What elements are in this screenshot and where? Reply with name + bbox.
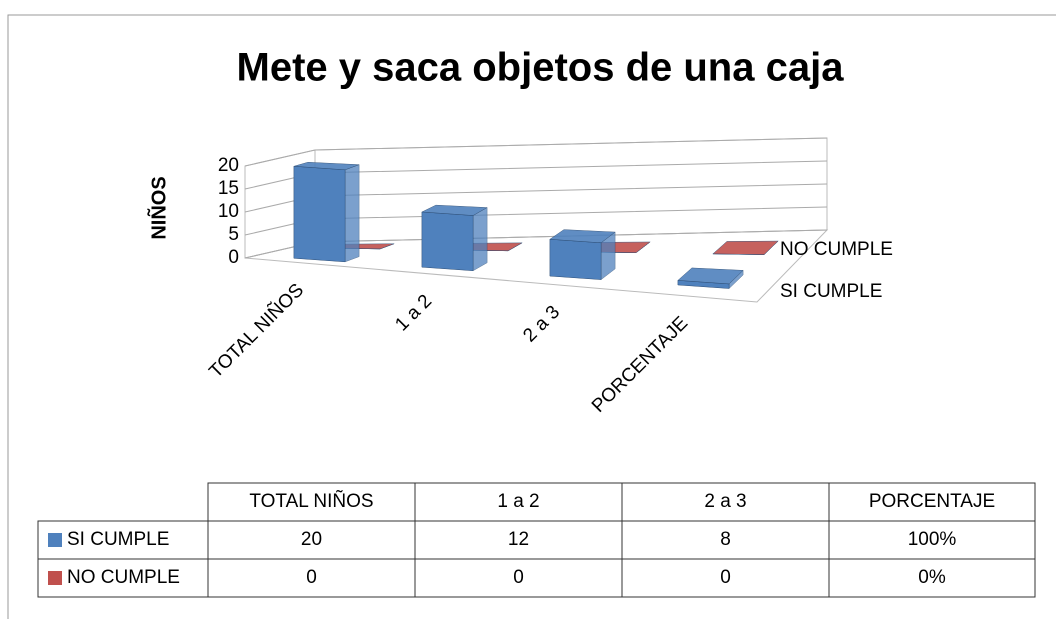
bar [712,240,779,255]
bar-side [344,164,360,263]
bar [549,229,616,281]
bar-side [472,207,488,272]
bar-top [420,204,488,216]
table-cell: 12 [508,529,529,550]
table-header: PORCENTAJE [869,491,995,512]
legend-key [48,571,62,585]
grid-line [244,137,828,167]
chart-title: Mete y saca objetos de una caja [237,46,845,90]
bar [420,204,488,272]
depth-axis-label: SI CUMPLE [780,281,882,302]
y-axis-label: NIÑOS [147,176,170,239]
y-tick-label: 15 [218,178,239,199]
bar-top [712,240,779,255]
table-cell: 20 [301,529,322,550]
legend-key [48,533,62,547]
chart-border [7,14,1056,624]
table-header: 2 a 3 [704,491,746,512]
bar [293,161,360,263]
y-tick-label: 20 [218,155,239,176]
bar-front [293,166,346,263]
bar-top [677,267,744,285]
y-tick-label: 5 [228,224,239,245]
legend-label: NO CUMPLE [67,567,180,588]
y-tick-label: 0 [228,247,239,268]
bar-top [293,161,360,171]
legend-label: SI CUMPLE [67,529,169,550]
table-header: TOTAL NIÑOS [249,490,373,512]
table-header: 1 a 2 [497,491,539,512]
bar-front [549,239,602,280]
table-cell: 0 [306,567,317,588]
bar-top [549,229,616,244]
table-cell: 100% [908,529,957,550]
depth-axis-label: NO CUMPLE [780,239,893,260]
bar-front [421,211,474,271]
y-tick-label: 10 [218,201,239,222]
table-cell: 0% [918,567,946,588]
table-cell: 0 [513,567,524,588]
bar [677,267,744,290]
table-cell: 8 [720,529,731,550]
table-cell: 0 [720,567,731,588]
